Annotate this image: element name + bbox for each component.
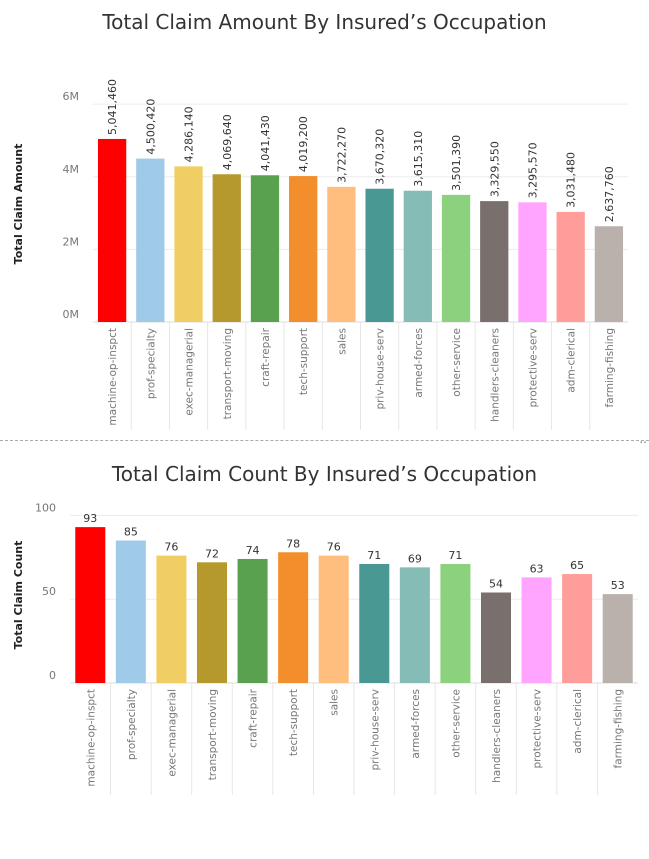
category-label: farming-fishing [604, 328, 616, 408]
bar [562, 574, 593, 683]
category-label: craft-repair [248, 688, 260, 748]
bar [278, 552, 309, 683]
data-label: 85 [124, 526, 138, 539]
bar [399, 567, 430, 683]
bar [518, 202, 547, 322]
bar [174, 166, 203, 322]
y-tick-label: 100 [35, 501, 56, 514]
bar [327, 186, 356, 322]
y-tick-label: 6M [63, 90, 80, 103]
y-tick-label: 4M [63, 163, 80, 176]
chart-1-title: Total Claim Amount By Insured’s Occupati… [102, 10, 547, 34]
divider-ellipsis: .. [639, 432, 647, 446]
data-label: 3,615,310 [412, 131, 425, 187]
category-label: exec-managerial [166, 689, 178, 777]
category-label: other-service [451, 328, 463, 397]
chart-1-plot: 0M 2M 4M 6M Total Claim Amount 5,041,460 machi… [12, 79, 628, 430]
data-label: 93 [83, 512, 97, 525]
category-label: priv-house-serv [369, 689, 381, 771]
bar [250, 175, 280, 322]
bar [237, 558, 268, 683]
data-label: 5,041,460 [106, 79, 119, 135]
category-label: armed-forces [410, 689, 422, 759]
data-label: 4,500,420 [144, 99, 157, 155]
category-label: farming-fishing [613, 689, 625, 769]
data-label: 4,019,200 [297, 116, 310, 172]
chart-divider [0, 440, 649, 441]
category-label: adm-clerical [572, 689, 584, 754]
data-label: 74 [246, 544, 260, 557]
bar [365, 188, 394, 322]
bar [156, 555, 187, 683]
chart-2-plot: 0 50 100 Total Claim Count 93 machine-op-insp… [12, 501, 638, 795]
data-label: 76 [327, 541, 341, 554]
bar [359, 563, 390, 683]
y-tick-label: 0 [49, 669, 56, 682]
category-label: machine-op-inspct [107, 328, 119, 426]
bar [480, 592, 512, 683]
category-label: transport-moving [222, 328, 234, 419]
data-label: 3,722,270 [335, 127, 348, 183]
category-label: prof-specialty [145, 328, 157, 399]
data-label: 3,295,570 [526, 142, 539, 198]
y-tick-label: 2M [63, 235, 80, 248]
data-label: 4,041,430 [259, 115, 272, 171]
data-label: 3,670,320 [374, 129, 387, 185]
chart-2-title: Total Claim Count By Insured’s Occupatio… [111, 462, 538, 486]
bar [521, 577, 552, 683]
bar [602, 594, 633, 683]
category-label: craft-repair [260, 327, 272, 387]
data-label: 54 [489, 577, 503, 590]
category-label: sales [336, 328, 348, 355]
data-label: 3,329,550 [488, 141, 501, 197]
category-label: transport-moving [207, 689, 219, 780]
y-tick-label: 50 [42, 585, 56, 598]
data-label: 2,637,760 [603, 166, 616, 222]
category-label: protective-serv [527, 328, 539, 407]
category-label: sales [329, 689, 341, 716]
bar [594, 226, 624, 322]
bar [212, 174, 241, 322]
data-label: 78 [286, 537, 300, 550]
data-label: 76 [164, 541, 178, 554]
bar [440, 563, 471, 683]
category-label: handlers-cleaners [489, 328, 501, 422]
data-label: 3,501,390 [450, 135, 463, 191]
bar [196, 562, 228, 683]
data-label: 53 [611, 579, 625, 592]
data-label: 63 [530, 562, 544, 575]
category-label: tech-support [298, 328, 310, 395]
data-label: 65 [570, 559, 584, 572]
data-label: 71 [448, 549, 462, 562]
bar [97, 138, 127, 322]
bar [403, 190, 432, 322]
bar [480, 201, 509, 322]
data-label: 3,031,480 [565, 152, 578, 208]
category-label: exec-managerial [184, 328, 196, 416]
bar [289, 176, 318, 322]
category-label: tech-support [288, 689, 300, 756]
y-axis-label: Total Claim Count [12, 541, 25, 650]
bar [136, 158, 165, 322]
data-label: 4,069,640 [221, 114, 234, 170]
data-label: 72 [205, 547, 219, 560]
category-label: machine-op-inspct [85, 689, 97, 787]
y-axis-label: Total Claim Amount [12, 144, 25, 265]
bar [115, 540, 146, 683]
data-label: 71 [367, 549, 381, 562]
category-label: other-service [450, 689, 462, 758]
y-tick-label: 0M [63, 308, 80, 321]
bar [75, 527, 106, 683]
category-label: handlers-cleaners [491, 689, 503, 783]
category-label: adm-clerical [566, 328, 578, 393]
bar [441, 194, 471, 322]
category-label: priv-house-serv [375, 328, 387, 410]
bar [318, 555, 349, 683]
data-label: 69 [408, 552, 422, 565]
bar [556, 211, 585, 322]
category-label: prof-specialty [126, 689, 138, 760]
data-label: 4,286,140 [183, 106, 196, 162]
category-label: armed-forces [413, 328, 425, 398]
category-label: protective-serv [532, 689, 544, 768]
